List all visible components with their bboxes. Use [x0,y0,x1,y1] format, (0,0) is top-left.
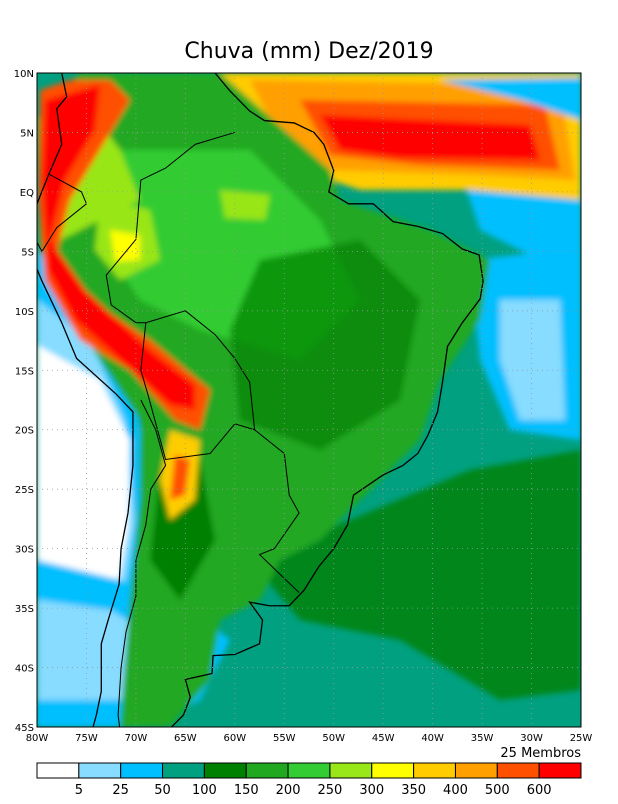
colorbar-swatch [538,762,582,779]
colorbar-label: 250 [318,783,343,798]
y-tick-label: 45S [15,723,34,734]
y-tick-label: 25S [15,485,34,496]
x-tick-label: 60W [224,733,247,744]
precipitation-field [37,73,581,727]
colorbar-swatch [371,762,415,779]
y-tick-label: 5S [21,247,34,258]
y-tick-label: 10S [15,307,34,318]
east-coastline [170,73,484,727]
x-tick-label: 70W [125,733,148,744]
y-tick-label: 35S [15,604,34,615]
x-tick-label: 80W [26,733,49,744]
graticule [37,73,581,727]
map-title: Chuva (mm) Dez/2019 [184,39,433,64]
colorbar-label: 350 [401,783,426,798]
x-tick-label: 40W [421,733,444,744]
colorbar-label: 600 [527,783,552,798]
y-tick-label: EQ [20,188,34,199]
colorbar-label: 200 [276,783,301,798]
andes-heavy-rain [38,80,210,430]
colorbar-label: 400 [443,783,468,798]
y-tick-label: 30S [15,545,34,556]
pacific-dry-zone [37,345,130,600]
x-tick-label: 65W [174,733,197,744]
colorbar-swatch [36,762,80,779]
colorbar-swatch [329,762,373,779]
y-tick-label: 10N [14,69,34,80]
y-tick-label: 15S [15,366,34,377]
map-frame [36,72,582,728]
x-tick-label: 55W [273,733,296,744]
x-tick-label: 75W [75,733,98,744]
colorbar-swatch [287,762,331,779]
y-tick-label: 20S [15,426,34,437]
colorbar-label: 300 [359,783,384,798]
x-tick-label: 30W [520,733,543,744]
colorbar-swatch [245,762,289,779]
colorbar-label: 150 [234,783,259,798]
x-tick-label: 25W [570,733,593,744]
colorbar-swatch [413,762,456,779]
country-border [37,173,88,253]
members-note: 25 Membros [500,746,581,761]
atlantic-lightblue-zone [500,300,565,420]
west-coastline [37,73,134,727]
colorbar-label: 500 [485,783,510,798]
colorbar-label: 50 [154,783,171,798]
colorbar-label: 25 [112,783,129,798]
colorbar-swatch [162,762,205,779]
coastlines [37,73,484,727]
x-tick-label: 45W [372,733,395,744]
colorbar-swatch [120,762,164,779]
colorbar-label: 5 [75,783,83,798]
colorbar-swatch [496,762,540,779]
colorbar-label: 100 [192,783,217,798]
colorbar-swatch [78,762,122,779]
colorbar-swatch [203,762,247,779]
colorbar-swatch [454,762,498,779]
x-tick-label: 50W [322,733,345,744]
colorbar: 5 25 50 100 150 200 250 300 350 400 500 600 [36,762,582,798]
y-tick-label: 5N [20,128,34,139]
x-tick-label: 35W [471,733,494,744]
y-tick-label: 40S [15,664,34,675]
country-border [105,131,300,593]
country-border [117,399,167,727]
